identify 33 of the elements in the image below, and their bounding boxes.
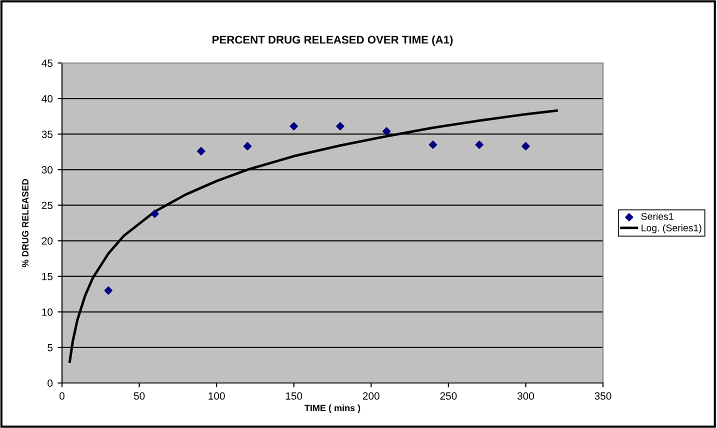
x-tick-label: 350 bbox=[594, 392, 612, 400]
y-tick-label: 5 bbox=[48, 344, 53, 352]
point bbox=[290, 122, 298, 130]
x-tick-label: 250 bbox=[440, 392, 457, 400]
point bbox=[336, 122, 344, 130]
y-tick-label: 20 bbox=[42, 237, 53, 245]
x-tick-label: 50 bbox=[134, 392, 145, 400]
point bbox=[382, 127, 391, 136]
legend-label: Series1 bbox=[641, 212, 674, 220]
point bbox=[197, 147, 206, 156]
point bbox=[104, 286, 112, 295]
legend-label: Log. (Series1) bbox=[642, 224, 702, 234]
point bbox=[243, 142, 252, 150]
point bbox=[150, 210, 159, 218]
y-tick-label: 15 bbox=[42, 272, 53, 280]
y-tick-label: 35 bbox=[42, 130, 53, 138]
y-tick-label: 0 bbox=[48, 380, 53, 387]
y-tick-label: 45 bbox=[42, 60, 53, 67]
point bbox=[475, 140, 484, 149]
y-tick-label: 40 bbox=[42, 95, 53, 102]
y-tick-label: 25 bbox=[42, 202, 53, 210]
x-tick-label: 200 bbox=[362, 392, 380, 400]
x-axis-title: TIME ( mins ) bbox=[304, 404, 360, 413]
x-tick-label: 0 bbox=[60, 392, 64, 400]
point bbox=[428, 140, 438, 149]
chart-title: PERCENT DRUG RELEASED OVER TIME (A1) bbox=[212, 36, 453, 46]
x-tick-label: 100 bbox=[208, 392, 225, 400]
x-tick-label: 300 bbox=[517, 392, 534, 400]
point bbox=[522, 142, 530, 150]
y-axis-title: % DRUG RELEASED bbox=[22, 178, 28, 268]
x-tick-label: 150 bbox=[286, 392, 302, 400]
y-tick-label: 30 bbox=[42, 166, 53, 174]
y-tick-label: 10 bbox=[42, 308, 53, 316]
